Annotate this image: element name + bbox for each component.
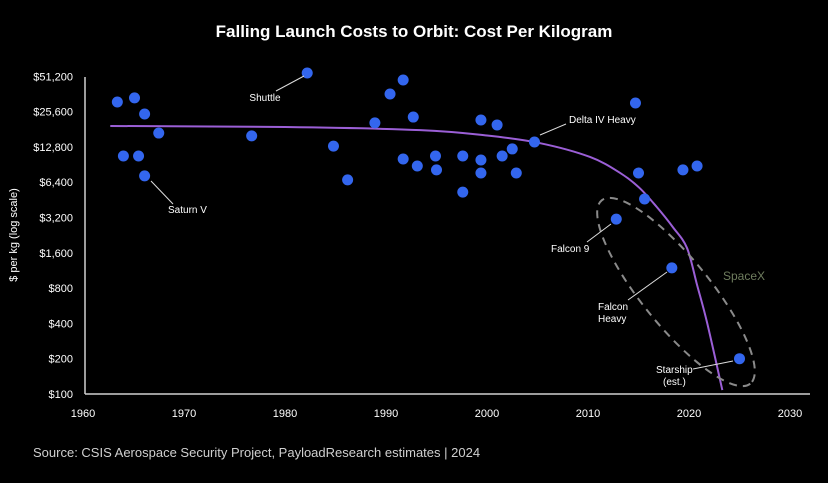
data-point bbox=[475, 154, 487, 166]
y-tick-label: $6,400 bbox=[39, 177, 73, 189]
delta-iv-heavy-leader-line bbox=[539, 123, 567, 136]
data-point bbox=[369, 117, 381, 129]
shuttle-annotation: Shuttle bbox=[249, 93, 281, 104]
delta-iv-heavy-annotation: Delta IV Heavy bbox=[569, 115, 636, 126]
data-point bbox=[397, 153, 409, 165]
data-point bbox=[475, 167, 487, 179]
data-point bbox=[429, 150, 441, 162]
saturn-v-annotation: Saturn V bbox=[168, 205, 207, 216]
x-tick-label: 2000 bbox=[475, 408, 499, 420]
x-tick-label: 1970 bbox=[172, 408, 196, 420]
data-point bbox=[384, 88, 396, 100]
x-tick-label: 2010 bbox=[576, 408, 600, 420]
data-point-delta-iv-heavy bbox=[528, 136, 540, 148]
starship-leader-line bbox=[692, 360, 734, 370]
data-point bbox=[629, 97, 641, 109]
y-tick-label: $51,200 bbox=[33, 71, 73, 83]
data-point-shuttle bbox=[301, 67, 313, 79]
data-point bbox=[129, 92, 141, 104]
data-point-falcon-heavy bbox=[666, 262, 678, 274]
data-point bbox=[246, 130, 258, 142]
y-tick-label: $100 bbox=[49, 389, 73, 401]
x-tick-label: 2030 bbox=[778, 408, 802, 420]
data-point bbox=[506, 143, 518, 155]
data-point bbox=[691, 160, 703, 172]
data-point-starship-est bbox=[734, 353, 745, 365]
trend-line bbox=[110, 124, 724, 391]
x-tick-label: 1980 bbox=[273, 408, 297, 420]
data-point bbox=[677, 164, 689, 176]
x-tick-label: 2020 bbox=[677, 408, 701, 420]
data-point bbox=[510, 167, 522, 179]
x-tick-label: 1990 bbox=[374, 408, 398, 420]
y-tick-label: $400 bbox=[49, 318, 73, 330]
data-point bbox=[457, 150, 469, 162]
data-point bbox=[431, 164, 442, 176]
data-point-falcon-9 bbox=[610, 213, 622, 225]
data-point bbox=[411, 160, 423, 172]
data-point bbox=[639, 193, 651, 205]
shuttle-leader-line bbox=[275, 75, 305, 92]
chart-title: Falling Launch Costs to Orbit: Cost Per … bbox=[216, 22, 613, 41]
data-point bbox=[397, 74, 409, 86]
data-point bbox=[496, 150, 508, 162]
data-point bbox=[111, 96, 123, 108]
x-tick-label: 1960 bbox=[71, 408, 95, 420]
saturn-v-leader-line bbox=[150, 180, 174, 205]
data-point bbox=[457, 186, 469, 198]
data-point bbox=[491, 119, 503, 131]
data-point bbox=[475, 114, 487, 126]
y-tick-label: $800 bbox=[49, 283, 73, 295]
data-point bbox=[139, 108, 151, 120]
falcon-heavy-annotation-line2: Heavy bbox=[598, 314, 626, 325]
data-point bbox=[633, 167, 644, 179]
data-point bbox=[117, 150, 129, 162]
data-point bbox=[133, 150, 145, 162]
y-tick-label: $1,600 bbox=[39, 248, 73, 260]
data-point-saturn-v bbox=[139, 170, 151, 182]
y-tick-label: $12,800 bbox=[33, 142, 73, 154]
starship-annotation-line2: (est.) bbox=[663, 377, 686, 388]
source-note: Source: CSIS Aerospace Security Project,… bbox=[33, 445, 480, 460]
spacex-label: SpaceX bbox=[723, 269, 765, 283]
falcon-heavy-leader-line bbox=[627, 271, 668, 301]
y-axis-label: $ per kg (log scale) bbox=[8, 188, 20, 282]
y-tick-label: $3,200 bbox=[39, 213, 73, 225]
falcon-9-leader-line bbox=[586, 223, 612, 243]
falcon-9-annotation: Falcon 9 bbox=[551, 244, 590, 255]
starship-annotation-line1: Starship bbox=[656, 365, 693, 376]
falcon-heavy-annotation-line1: Falcon bbox=[598, 302, 628, 313]
data-point bbox=[153, 127, 165, 139]
y-tick-label: $25,600 bbox=[33, 107, 73, 119]
data-point bbox=[407, 111, 419, 123]
data-point bbox=[327, 140, 339, 152]
data-point bbox=[342, 174, 354, 186]
y-tick-label: $200 bbox=[49, 354, 73, 366]
